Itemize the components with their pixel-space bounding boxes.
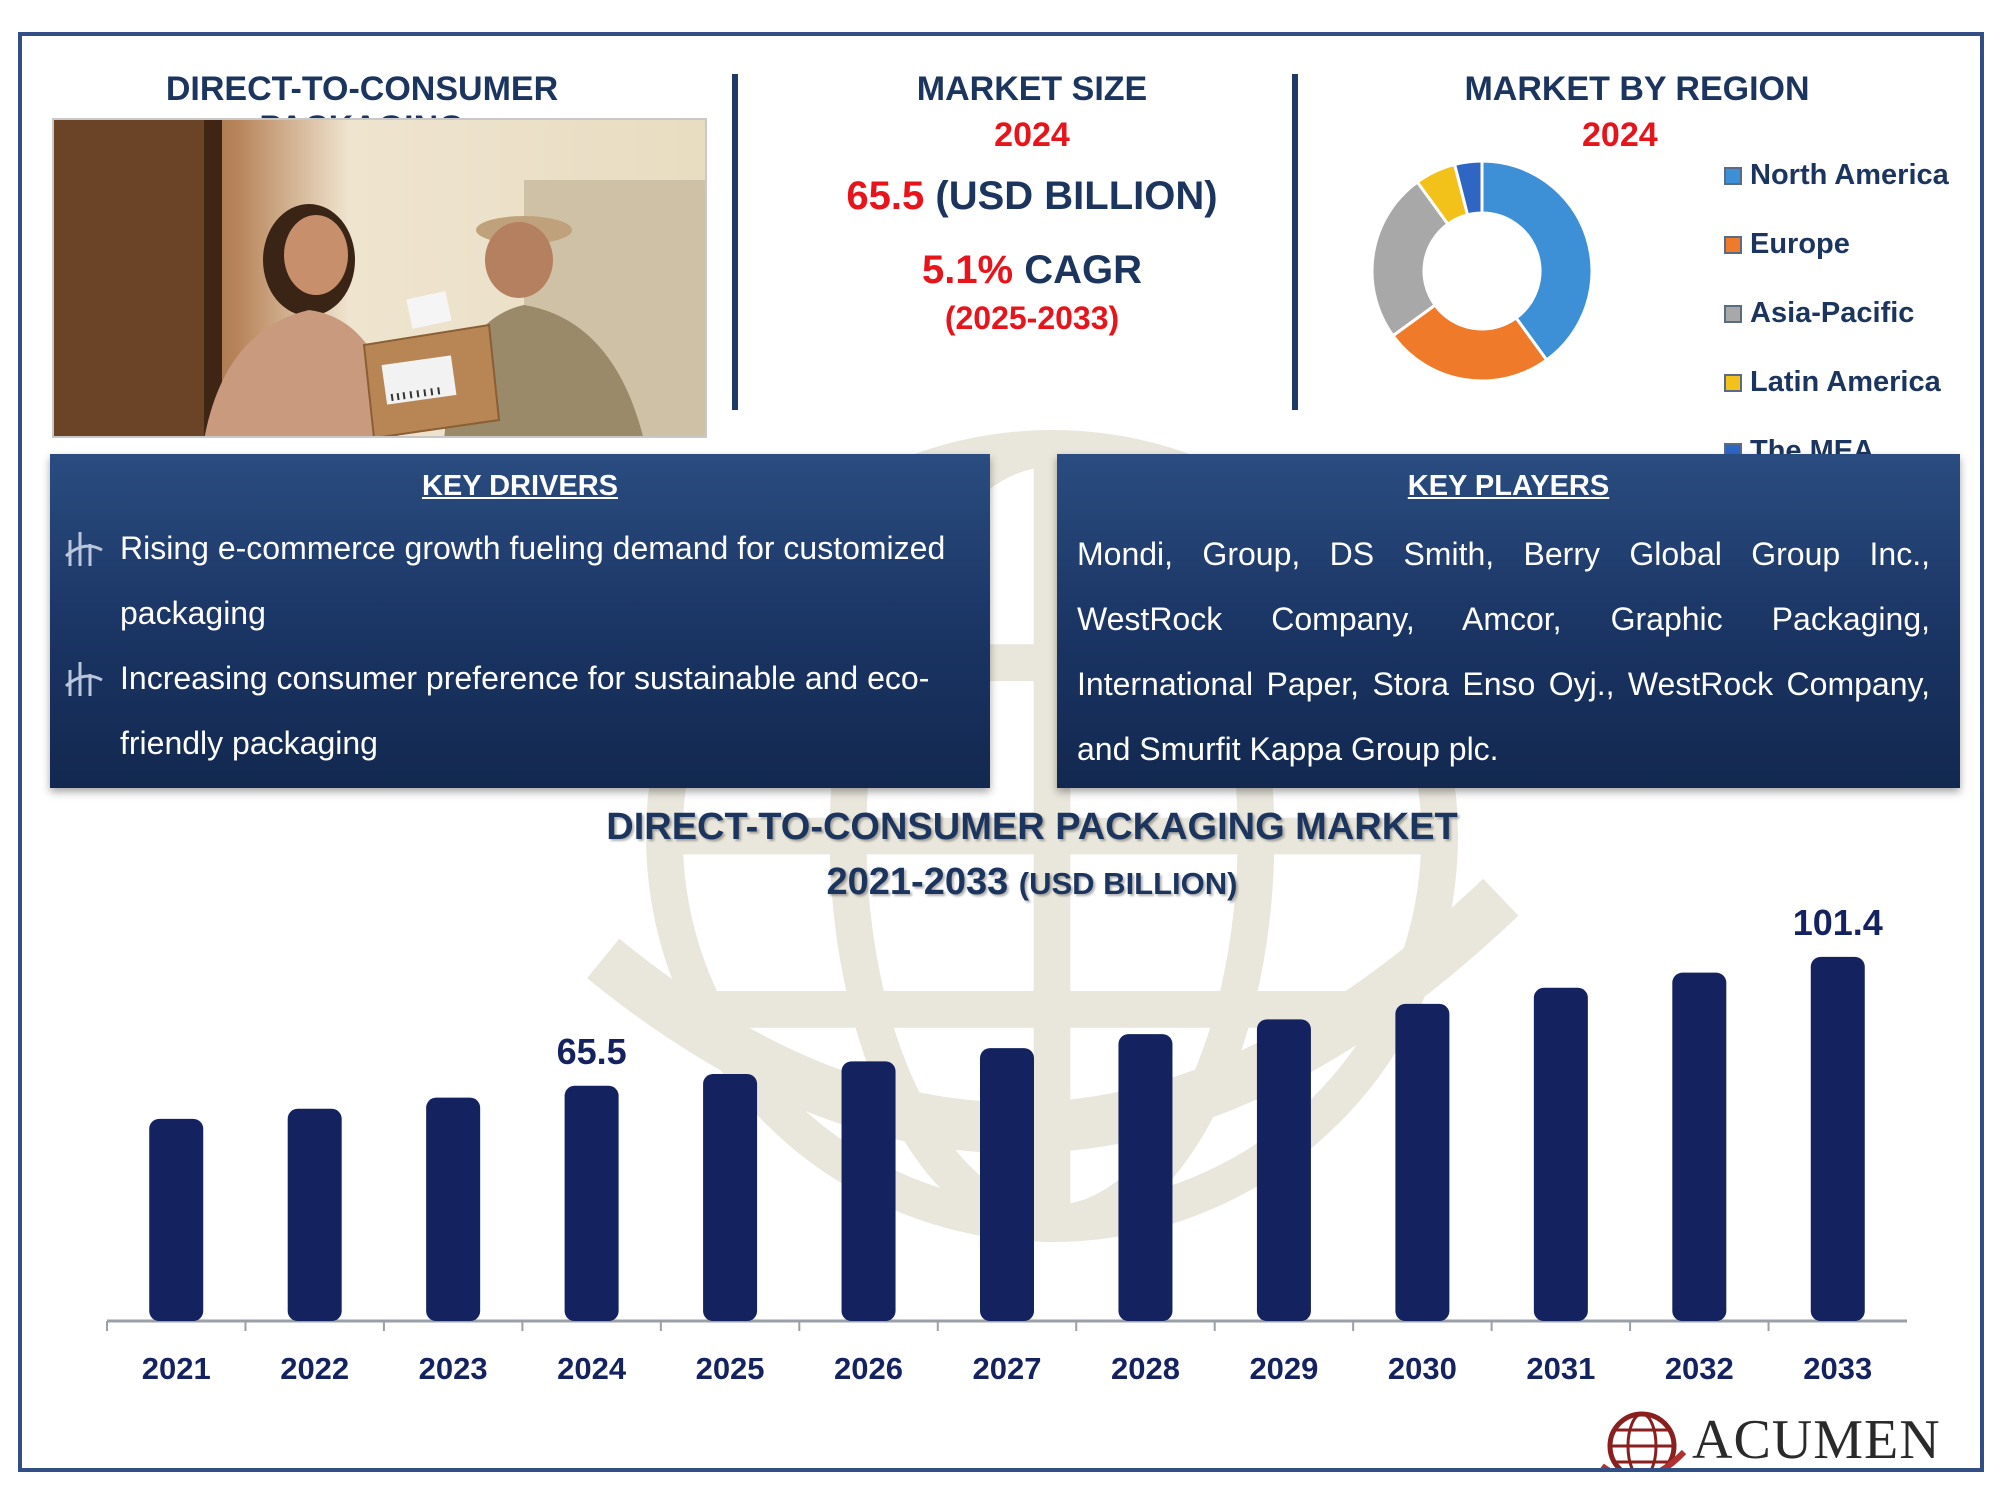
bar-2032 xyxy=(1672,972,1727,1321)
growth-chart-icon xyxy=(65,532,103,566)
legend-label: Asia-Pacific xyxy=(1750,297,1915,329)
growth-chart-icon xyxy=(65,662,103,696)
legend-swatch xyxy=(1724,373,1742,392)
bar-2027 xyxy=(980,1048,1034,1321)
driver-item: Rising e-commerce growth fueling demand … xyxy=(65,516,980,646)
x-tick-label: 2023 xyxy=(419,1351,488,1386)
x-tick-label: 2025 xyxy=(696,1351,765,1386)
donut-slice xyxy=(1370,179,1451,338)
key-players-text: Mondi, Group, DS Smith, Berry Global Gro… xyxy=(1077,536,1930,767)
region-title: MARKET BY REGION xyxy=(1464,70,1810,108)
bar-2030 xyxy=(1395,1003,1450,1321)
driver-item: Increasing consumer preference for susta… xyxy=(65,646,980,776)
market-bar-chart: 2021 2022 2023 2024 65.5 2025 2026 2027 2028 2029… xyxy=(106,902,1907,1386)
legend-item: Europe xyxy=(1724,210,1949,279)
chart-title: DIRECT-TO-CONSUMER PACKAGING MARKET xyxy=(606,806,1458,848)
bar-2024 xyxy=(564,1085,619,1321)
bar-2021 xyxy=(149,1118,204,1321)
legend-swatch xyxy=(1724,166,1742,185)
bar-2026 xyxy=(841,1061,896,1321)
x-tick-label: 2029 xyxy=(1249,1351,1318,1386)
donut-slice xyxy=(1480,159,1594,363)
legend-swatch xyxy=(1724,304,1742,323)
x-tick-label: 2027 xyxy=(973,1351,1042,1386)
infographic-frame: DIRECT-TO-CONSUMER PACKAGING xyxy=(18,32,1984,1472)
chart-subtitle: 2021-2033 (USD BILLION) xyxy=(522,861,1542,904)
region-legend: North America Europe Asia-Pacific Latin Ame… xyxy=(1724,141,1949,486)
x-tick-label: 2030 xyxy=(1388,1351,1457,1386)
market-size-value: 65.5 (USD BILLION) xyxy=(712,174,1352,219)
market-size-number: 65.5 xyxy=(846,174,925,218)
region-year: 2024 xyxy=(1582,116,1658,154)
donut-slice xyxy=(1452,159,1484,217)
section-divider xyxy=(732,74,738,410)
driver-text: Rising e-commerce growth fueling demand … xyxy=(120,530,946,631)
bar-2025 xyxy=(703,1073,758,1321)
x-tick-label: 2024 xyxy=(557,1351,627,1386)
svg-text:ACUMEN: ACUMEN xyxy=(1692,1409,1941,1471)
cagr-number: 5.1% xyxy=(921,248,1014,292)
cagr-label: CAGR xyxy=(1024,248,1143,292)
data-label-2024: 65.5 xyxy=(557,1031,627,1072)
svg-text:RESEARCH AND CONSULTING: RESEARCH AND CONSULTING xyxy=(1694,1469,1955,1472)
data-label-2033: 101.4 xyxy=(1793,902,1883,943)
legend-label: North America xyxy=(1750,159,1949,191)
x-tick-label: 2028 xyxy=(1111,1351,1180,1386)
key-drivers-panel: KEY DRIVERS Rising e-commerce growth fue… xyxy=(50,454,990,788)
legend-label: Latin America xyxy=(1750,366,1941,398)
market-size-unit: (USD BILLION) xyxy=(935,174,1218,218)
driver-text: Increasing consumer preference for susta… xyxy=(120,660,930,761)
legend-label: Europe xyxy=(1750,228,1850,260)
bar-2028 xyxy=(1118,1034,1173,1321)
bar-2022 xyxy=(287,1108,342,1321)
legend-item: North America xyxy=(1724,141,1949,210)
globe-icon xyxy=(1600,1411,1687,1468)
x-tick-label: 2032 xyxy=(1665,1351,1734,1386)
cagr-period: (2025-2033) xyxy=(944,300,1120,336)
x-tick-label: 2022 xyxy=(280,1351,349,1386)
delivery-photo xyxy=(52,118,707,438)
legend-item: Latin America xyxy=(1724,348,1949,417)
x-tick-label: 2026 xyxy=(834,1351,903,1386)
donut-slice xyxy=(1390,302,1549,383)
bar-2031 xyxy=(1533,987,1588,1321)
cagr-value: 5.1% CAGR xyxy=(712,248,1352,293)
x-tick-label: 2021 xyxy=(142,1351,211,1386)
chart-subtitle-unit: (USD BILLION) xyxy=(1018,866,1238,901)
acumen-logo: ACUMEN RESEARCH AND CONSULTING xyxy=(1592,1396,1972,1472)
key-drivers-title: KEY DRIVERS xyxy=(421,470,619,502)
market-size-year: 2024 xyxy=(994,116,1070,154)
x-tick-label: 2031 xyxy=(1526,1351,1595,1386)
bar-2029 xyxy=(1256,1019,1311,1321)
region-donut-chart xyxy=(1370,159,1594,383)
x-tick-label: 2033 xyxy=(1803,1351,1872,1386)
bar-2023 xyxy=(426,1097,481,1321)
market-size-title: MARKET SIZE xyxy=(916,70,1148,108)
legend-item: Asia-Pacific xyxy=(1724,279,1949,348)
legend-swatch xyxy=(1724,235,1742,254)
bar-2033 xyxy=(1810,956,1865,1321)
key-players-panel: KEY PLAYERS Mondi, Group, DS Smith, Berr… xyxy=(1057,454,1960,788)
key-players-title: KEY PLAYERS xyxy=(1407,470,1610,502)
chart-subtitle-years: 2021-2033 xyxy=(826,861,1009,903)
section-divider xyxy=(1292,74,1298,410)
